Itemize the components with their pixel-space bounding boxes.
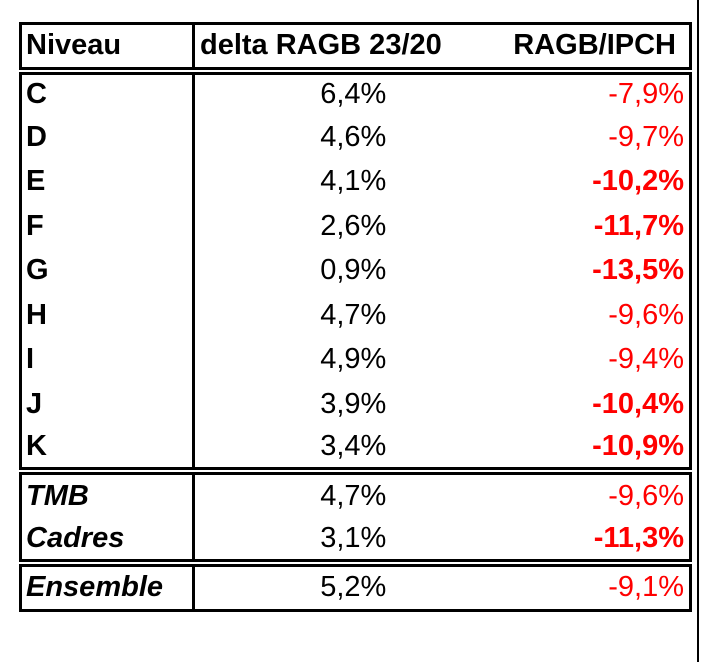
table-row: J 3,9% -10,4%: [20, 382, 691, 427]
niveau-cell: E: [20, 159, 195, 204]
ragb-ipch-cell: -9,6%: [608, 479, 684, 512]
table-row: TMB 4,7% -9,6%: [20, 471, 691, 517]
table-row: I 4,9% -9,4%: [20, 337, 691, 382]
niveau-cell: D: [20, 115, 195, 160]
niveau-cell: J: [20, 382, 195, 427]
ragb-ipch-cell: -13,5%: [592, 254, 684, 287]
column-header-delta-ragb: delta RAGB 23/20: [193, 23, 512, 75]
ragb-ipch-cell: -11,3%: [511, 517, 691, 567]
table-row: H 4,7% -9,6%: [20, 293, 691, 338]
column-header-niveau: Niveau: [20, 23, 195, 75]
ragb-ipch-cell: -9,6%: [608, 298, 684, 331]
ragb-ipch-cell: -9,1%: [608, 571, 684, 604]
niveau-cell: F: [20, 204, 195, 249]
ragb-ipch-cell: -10,9%: [511, 426, 691, 475]
table-row: Cadres 3,1% -11,3%: [20, 517, 691, 567]
table-row: K 3,4% -10,9%: [20, 426, 691, 475]
delta-ragb-cell: 3,1%: [193, 517, 512, 567]
delta-ragb-cell: 6,4%: [320, 78, 387, 111]
ragb-ipch-cell: -9,7%: [608, 120, 684, 153]
ragb-ipch-cell: -11,7%: [593, 209, 684, 242]
delta-ragb-cell: 4,1%: [320, 165, 387, 198]
vertical-divider-line: [697, 0, 699, 662]
niveau-cell: C: [20, 70, 195, 115]
table-row: C 6,4% -7,9%: [20, 70, 691, 115]
table-row: E 4,1% -10,2%: [20, 159, 691, 204]
niveau-cell: K: [20, 426, 195, 475]
ragb-ipch-cell: -10,2%: [592, 165, 684, 198]
table-row: D 4,6% -9,7%: [20, 115, 691, 160]
delta-ragb-cell: 3,9%: [320, 387, 387, 420]
column-header-ragb-ipch: RAGB/IPCH: [511, 23, 691, 75]
niveau-cell: Cadres: [20, 517, 195, 567]
table-row: G 0,9% -13,5%: [20, 248, 691, 293]
delta-ragb-cell: 5,2%: [320, 571, 387, 604]
delta-ragb-cell: 4,7%: [320, 298, 387, 331]
ragb-ipch-cell: -7,9%: [608, 78, 684, 111]
summary-rows: TMB 4,7% -9,6% Cadres 3,1% -11,3%: [20, 471, 691, 567]
header-row: Niveau delta RAGB 23/20 RAGB/IPCH: [20, 23, 691, 75]
delta-ragb-cell: 4,7%: [320, 479, 387, 512]
delta-ragb-cell: 0,9%: [320, 254, 387, 287]
table-row: Ensemble 5,2% -9,1%: [20, 563, 691, 610]
level-rows: C 6,4% -7,9% D 4,6% -9,7% E 4,1% -10,2% …: [20, 70, 691, 475]
ragb-ipch-cell: -10,4%: [592, 387, 684, 420]
delta-ragb-cell: 4,9%: [320, 343, 387, 376]
niveau-cell: H: [20, 293, 195, 338]
niveau-cell: G: [20, 248, 195, 293]
total-row-group: Ensemble 5,2% -9,1%: [20, 563, 691, 610]
table-row: F 2,6% -11,7%: [20, 204, 691, 249]
niveau-cell: Ensemble: [20, 563, 195, 610]
delta-ragb-cell: 2,6%: [320, 209, 387, 242]
ragb-ipch-cell: -9,4%: [608, 343, 684, 376]
niveau-cell: TMB: [20, 471, 195, 517]
niveau-cell: I: [20, 337, 195, 382]
delta-ragb-cell: 3,4%: [193, 426, 512, 475]
delta-ragb-cell: 4,6%: [320, 120, 387, 153]
ragb-table: Niveau delta RAGB 23/20 RAGB/IPCH C 6,4%…: [19, 22, 692, 612]
